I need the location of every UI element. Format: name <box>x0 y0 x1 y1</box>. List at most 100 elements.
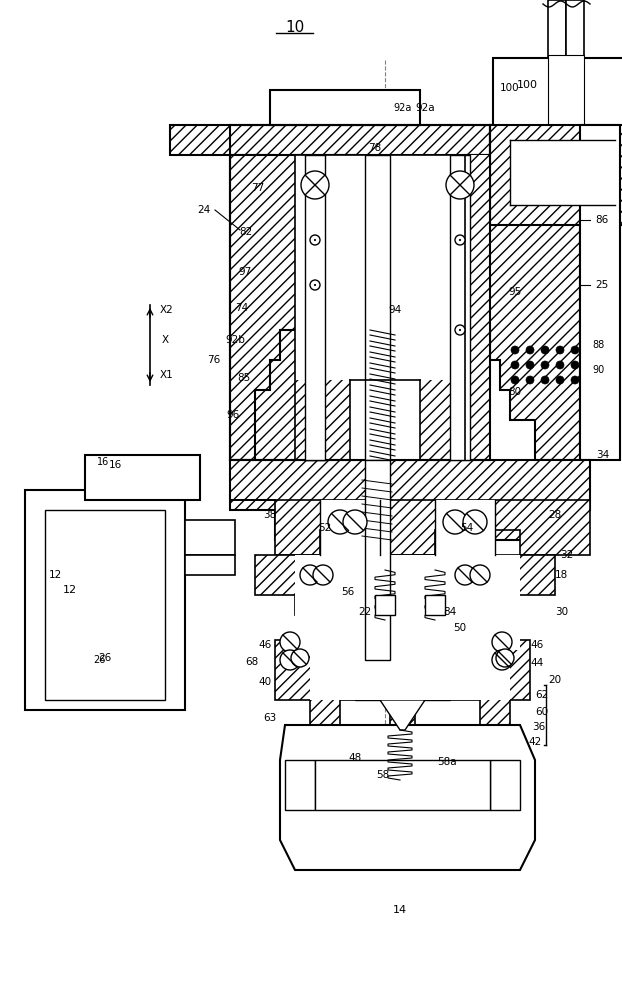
Text: 68: 68 <box>245 657 259 667</box>
Circle shape <box>511 361 519 369</box>
Bar <box>285 760 315 810</box>
Text: 62: 62 <box>535 690 548 700</box>
Circle shape <box>556 361 564 369</box>
Circle shape <box>455 565 475 585</box>
Text: 85: 85 <box>237 373 250 383</box>
Text: 94: 94 <box>388 305 402 315</box>
Circle shape <box>463 510 487 534</box>
Circle shape <box>443 510 467 534</box>
Text: 26: 26 <box>98 653 111 663</box>
Circle shape <box>470 565 490 585</box>
Text: 34: 34 <box>596 450 610 460</box>
Polygon shape <box>230 155 580 460</box>
Bar <box>310 640 510 700</box>
Text: 58: 58 <box>376 770 389 780</box>
Bar <box>305 155 325 460</box>
Text: 88: 88 <box>592 340 604 350</box>
Text: 40: 40 <box>258 677 272 687</box>
Text: 10: 10 <box>285 20 305 35</box>
Circle shape <box>280 650 300 670</box>
Text: 78: 78 <box>368 143 382 153</box>
Text: 36: 36 <box>532 722 545 732</box>
Text: X1: X1 <box>160 370 174 380</box>
Polygon shape <box>230 500 590 555</box>
Text: 48: 48 <box>348 753 361 763</box>
Circle shape <box>446 171 474 199</box>
Circle shape <box>526 361 534 369</box>
Circle shape <box>280 632 300 652</box>
Circle shape <box>313 565 333 585</box>
Circle shape <box>310 235 320 245</box>
Bar <box>425 595 445 615</box>
Bar <box>510 140 615 205</box>
Text: 50: 50 <box>453 623 466 633</box>
Text: 38: 38 <box>263 510 277 520</box>
Text: 84: 84 <box>443 607 457 617</box>
Text: 86: 86 <box>595 215 608 225</box>
Text: 18: 18 <box>555 570 569 580</box>
Polygon shape <box>255 555 555 640</box>
Text: 54: 54 <box>460 523 473 533</box>
Bar <box>85 455 200 500</box>
Circle shape <box>541 361 549 369</box>
Text: 46: 46 <box>258 640 272 650</box>
Text: 97: 97 <box>239 267 252 277</box>
Text: 22: 22 <box>358 607 371 617</box>
Bar <box>450 155 470 460</box>
Circle shape <box>571 346 579 354</box>
Bar <box>25 490 185 710</box>
Circle shape <box>541 376 549 384</box>
Circle shape <box>526 376 534 384</box>
Bar <box>295 555 520 650</box>
Text: X: X <box>162 335 169 345</box>
Circle shape <box>459 239 461 241</box>
Bar <box>566 0 584 60</box>
Circle shape <box>314 284 316 286</box>
Text: 44: 44 <box>530 658 543 668</box>
Bar <box>493 58 622 158</box>
Polygon shape <box>230 125 490 460</box>
Polygon shape <box>355 670 450 700</box>
Circle shape <box>314 239 316 241</box>
Bar <box>548 0 566 60</box>
Polygon shape <box>390 155 450 460</box>
Bar <box>270 90 420 125</box>
Polygon shape <box>350 380 420 460</box>
Polygon shape <box>185 520 235 555</box>
Circle shape <box>310 280 320 290</box>
Polygon shape <box>315 760 490 810</box>
Text: 16: 16 <box>108 460 122 470</box>
Circle shape <box>328 510 352 534</box>
Text: 20: 20 <box>548 675 561 685</box>
Text: 30: 30 <box>555 607 568 617</box>
Text: 58a: 58a <box>437 757 457 767</box>
Text: 100: 100 <box>516 80 537 90</box>
Text: 52: 52 <box>318 523 332 533</box>
Bar <box>375 595 395 615</box>
Bar <box>365 155 390 460</box>
Polygon shape <box>470 155 490 460</box>
Polygon shape <box>325 155 365 460</box>
Circle shape <box>301 171 329 199</box>
Text: 77: 77 <box>251 183 264 193</box>
Polygon shape <box>380 700 425 730</box>
Polygon shape <box>275 640 530 725</box>
Polygon shape <box>230 460 590 540</box>
Bar <box>45 510 165 700</box>
Text: 82: 82 <box>239 227 252 237</box>
Text: X2: X2 <box>160 305 174 315</box>
Circle shape <box>511 346 519 354</box>
Circle shape <box>291 649 309 667</box>
Text: 24: 24 <box>197 205 210 215</box>
Text: 76: 76 <box>207 355 220 365</box>
Circle shape <box>492 632 512 652</box>
Bar <box>548 55 584 165</box>
Circle shape <box>455 325 465 335</box>
Text: 12: 12 <box>49 570 62 580</box>
Polygon shape <box>185 555 235 575</box>
Bar <box>320 500 380 555</box>
Text: 63: 63 <box>263 713 277 723</box>
Bar <box>365 460 390 660</box>
Text: 90: 90 <box>592 365 604 375</box>
Text: 92a: 92a <box>415 103 435 113</box>
